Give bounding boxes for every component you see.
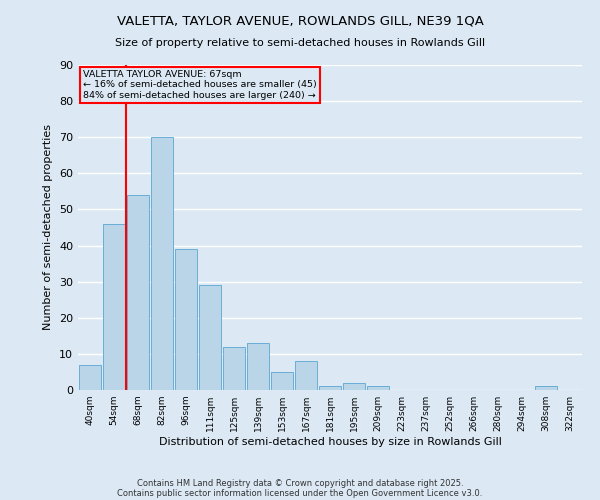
Text: Contains public sector information licensed under the Open Government Licence v3: Contains public sector information licen… xyxy=(118,488,482,498)
Bar xyxy=(103,224,125,390)
Text: Contains HM Land Registry data © Crown copyright and database right 2025.: Contains HM Land Registry data © Crown c… xyxy=(137,478,463,488)
Y-axis label: Number of semi-detached properties: Number of semi-detached properties xyxy=(43,124,53,330)
Bar xyxy=(319,386,341,390)
Bar xyxy=(127,195,149,390)
Bar xyxy=(247,343,269,390)
Bar xyxy=(175,249,197,390)
Bar xyxy=(199,286,221,390)
Bar xyxy=(271,372,293,390)
Bar xyxy=(343,383,365,390)
Bar xyxy=(535,386,557,390)
Text: VALETTA, TAYLOR AVENUE, ROWLANDS GILL, NE39 1QA: VALETTA, TAYLOR AVENUE, ROWLANDS GILL, N… xyxy=(116,15,484,28)
Text: VALETTA TAYLOR AVENUE: 67sqm
← 16% of semi-detached houses are smaller (45)
84% : VALETTA TAYLOR AVENUE: 67sqm ← 16% of se… xyxy=(83,70,317,100)
Bar xyxy=(223,346,245,390)
Text: Size of property relative to semi-detached houses in Rowlands Gill: Size of property relative to semi-detach… xyxy=(115,38,485,48)
Bar xyxy=(79,364,101,390)
X-axis label: Distribution of semi-detached houses by size in Rowlands Gill: Distribution of semi-detached houses by … xyxy=(158,437,502,447)
Bar xyxy=(295,361,317,390)
Bar xyxy=(367,386,389,390)
Bar xyxy=(151,137,173,390)
